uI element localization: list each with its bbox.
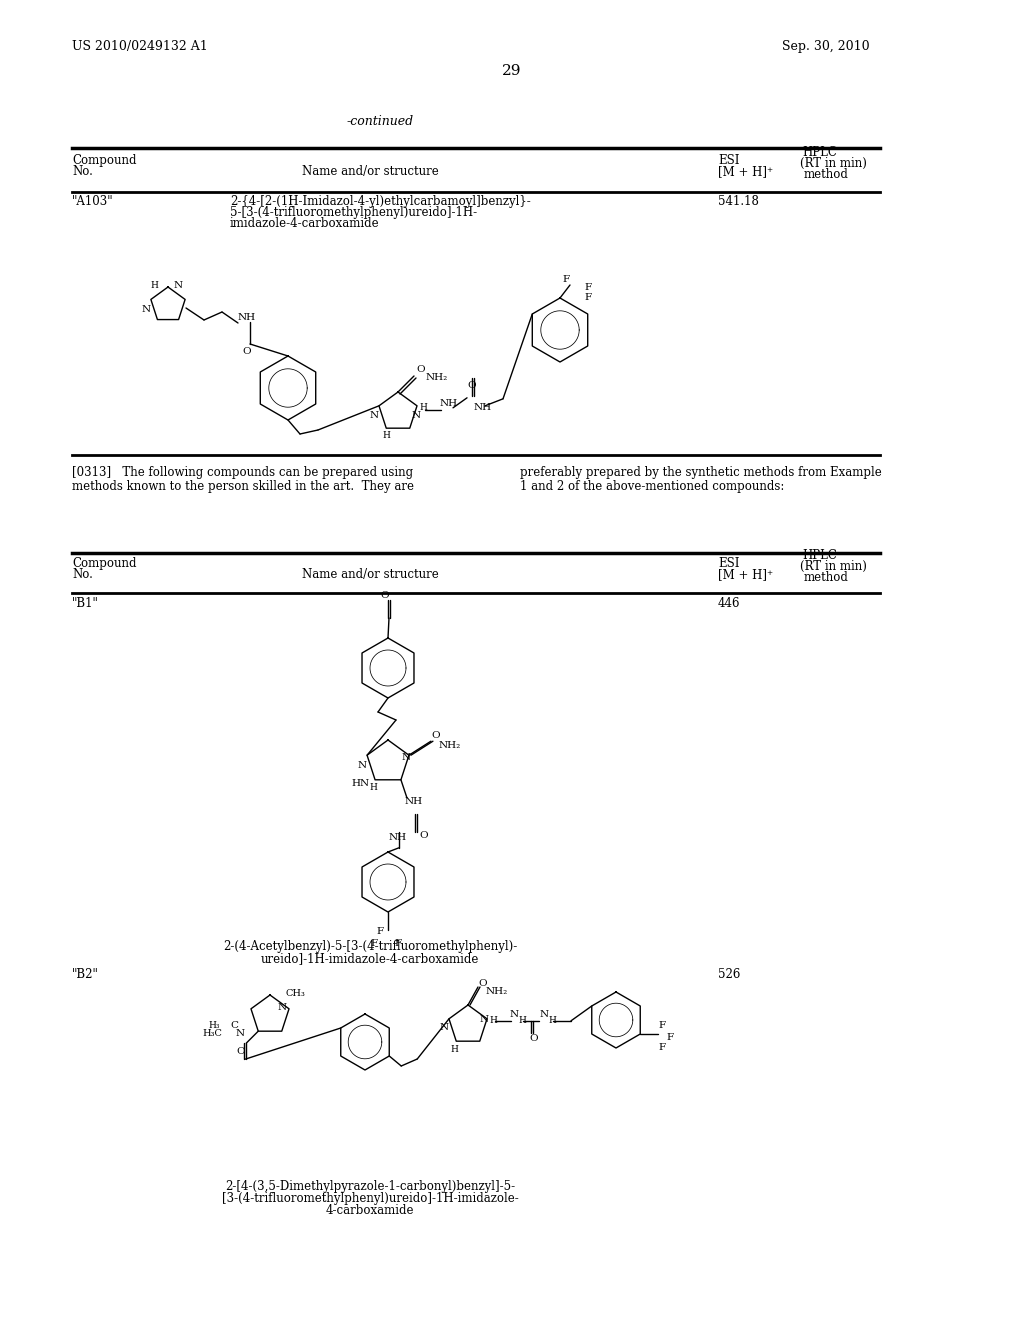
Text: F: F [562,276,569,285]
Text: methods known to the person skilled in the art.  They are: methods known to the person skilled in t… [72,480,414,492]
Text: NH: NH [389,833,408,842]
Text: 526: 526 [718,968,740,981]
Text: 5-[3-(4-trifluoromethylphenyl)ureido]-1H-: 5-[3-(4-trifluoromethylphenyl)ureido]-1H… [230,206,477,219]
Text: NH₂: NH₂ [486,986,508,995]
Text: 2-[4-(3,5-Dimethylpyrazole-1-carbonyl)benzyl]-5-: 2-[4-(3,5-Dimethylpyrazole-1-carbonyl)be… [225,1180,515,1193]
Text: HPLC: HPLC [802,549,837,562]
Text: N: N [480,1015,489,1024]
Text: F: F [584,282,591,292]
Text: "B1": "B1" [72,597,99,610]
Text: F: F [584,293,591,301]
Text: O: O [237,1047,245,1056]
Text: N: N [412,411,421,420]
Text: O: O [467,381,475,391]
Text: preferably prepared by the synthetic methods from Example: preferably prepared by the synthetic met… [520,466,882,479]
Text: No.: No. [72,568,93,581]
Text: H: H [489,1016,497,1026]
Text: method: method [804,168,849,181]
Text: F: F [377,928,384,936]
Text: Name and/or structure: Name and/or structure [302,165,438,178]
Text: N: N [402,752,411,762]
Text: F: F [394,940,401,949]
Text: (RT in min): (RT in min) [800,560,867,573]
Text: NH: NH [404,797,423,807]
Text: Sep. 30, 2010: Sep. 30, 2010 [782,40,870,53]
Text: Name and/or structure: Name and/or structure [302,568,438,581]
Text: H: H [518,1016,526,1026]
Text: N: N [278,1002,287,1011]
Text: H: H [450,1044,458,1053]
Text: O: O [380,591,389,601]
Text: O: O [419,832,428,841]
Text: H: H [151,281,158,289]
Text: O: O [416,366,425,375]
Text: N: N [509,1010,518,1019]
Text: O: O [431,731,439,739]
Text: O: O [478,978,486,987]
Text: -continued: -continued [346,115,414,128]
Text: N: N [539,1010,548,1019]
Text: 2-(4-Acetylbenzyl)-5-[3-(4-trifluoromethylphenyl)-: 2-(4-Acetylbenzyl)-5-[3-(4-trifluorometh… [223,940,517,953]
Text: [3-(4-trifluoromethylphenyl)ureido]-1H-imidazole-: [3-(4-trifluoromethylphenyl)ureido]-1H-i… [221,1192,518,1205]
Text: CH₃: CH₃ [286,989,306,998]
Text: N: N [141,305,151,314]
Text: NH: NH [439,400,457,408]
Text: F: F [370,940,377,949]
Text: O: O [242,346,251,355]
Text: N: N [358,760,368,770]
Text: (RT in min): (RT in min) [800,157,867,170]
Text: H: H [548,1016,556,1026]
Text: [M + H]⁺: [M + H]⁺ [718,165,773,178]
Text: ESI: ESI [718,154,739,168]
Text: "B2": "B2" [72,968,99,981]
Text: 2-{4-[2-(1H-Imidazol-4-yl)ethylcarbamoyl]benzyl}-: 2-{4-[2-(1H-Imidazol-4-yl)ethylcarbamoyl… [230,195,530,209]
Text: HPLC: HPLC [802,147,837,158]
Text: H: H [369,784,377,792]
Text: H₃: H₃ [209,1020,220,1030]
Text: method: method [804,572,849,583]
Text: 446: 446 [718,597,740,610]
Text: [0313]   The following compounds can be prepared using: [0313] The following compounds can be pr… [72,466,413,479]
Text: H₃C: H₃C [202,1028,222,1038]
Text: 29: 29 [502,63,522,78]
Text: O: O [529,1035,538,1043]
Text: Compound: Compound [72,557,136,570]
Text: NH₂: NH₂ [426,374,449,383]
Text: ESI: ESI [718,557,739,570]
Text: 1 and 2 of the above-mentioned compounds:: 1 and 2 of the above-mentioned compounds… [520,480,784,492]
Text: NH: NH [473,404,492,412]
Text: 541.18: 541.18 [718,195,759,209]
Text: N: N [236,1028,245,1038]
Text: NH: NH [238,314,256,322]
Text: N: N [370,411,379,420]
Text: H: H [419,404,427,412]
Text: Compound: Compound [72,154,136,168]
Text: HN: HN [351,779,370,788]
Text: F: F [658,1044,666,1052]
Text: 4-carboxamide: 4-carboxamide [326,1204,415,1217]
Text: imidazole-4-carboxamide: imidazole-4-carboxamide [230,216,380,230]
Text: NH₂: NH₂ [439,741,461,750]
Text: F: F [658,1022,666,1031]
Text: [M + H]⁺: [M + H]⁺ [718,568,773,581]
Text: C: C [230,1020,238,1030]
Text: "A103": "A103" [72,195,114,209]
Text: No.: No. [72,165,93,178]
Text: N: N [173,281,182,289]
Text: N: N [440,1023,450,1031]
Text: US 2010/0249132 A1: US 2010/0249132 A1 [72,40,208,53]
Text: F: F [667,1034,674,1043]
Text: ureido]-1H-imidazole-4-carboxamide: ureido]-1H-imidazole-4-carboxamide [261,952,479,965]
Text: H: H [382,432,390,441]
